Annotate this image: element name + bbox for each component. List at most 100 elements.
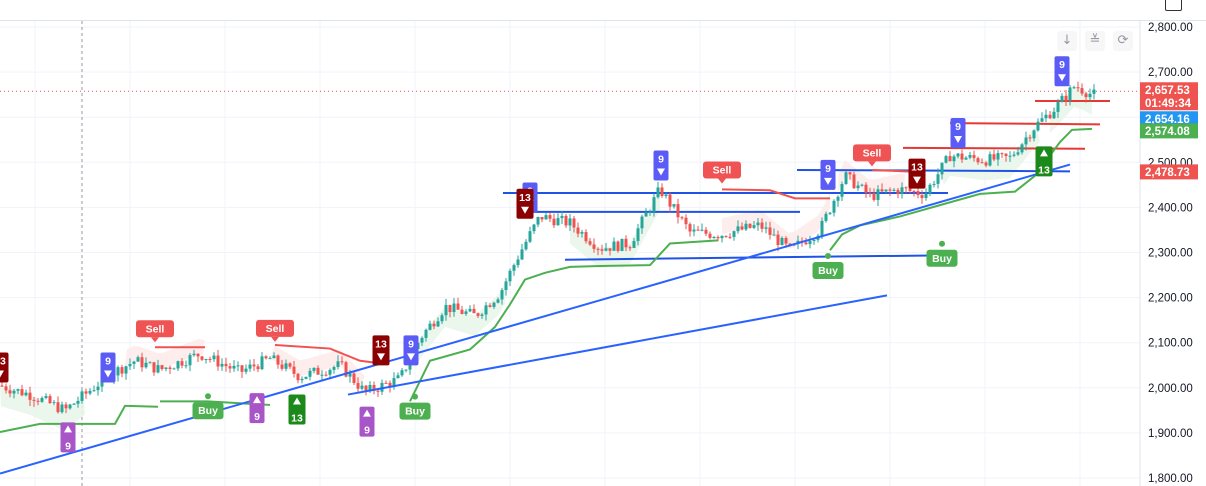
candle-body xyxy=(740,226,744,230)
marker-box xyxy=(249,393,265,424)
price-tag-box xyxy=(1140,111,1198,127)
candle-body xyxy=(144,362,148,368)
candle-body xyxy=(532,224,536,232)
candle-body xyxy=(128,363,132,367)
signal-box xyxy=(399,402,431,420)
horizontal-level xyxy=(564,254,953,261)
candle-body xyxy=(1028,137,1032,139)
candle-body xyxy=(484,305,488,315)
buy-signal: Buy xyxy=(399,393,431,420)
price-tag: 2,478.73 xyxy=(1140,164,1198,180)
candle-body xyxy=(772,234,776,236)
signal-box xyxy=(256,319,294,337)
candle-body xyxy=(908,188,912,192)
marker-count: 9 xyxy=(254,411,260,423)
candle-body xyxy=(368,384,372,391)
price-tag-text: 2,574.08 xyxy=(1145,126,1190,138)
signal-labels: Sell Sell Sell Sell Buy Buy Buy Buy xyxy=(136,144,958,420)
arrow-down-icon[interactable]: ↓ xyxy=(1057,31,1077,51)
price-tag-text: 2,654.16 xyxy=(1145,114,1190,126)
candle-body xyxy=(328,369,332,375)
candle-body xyxy=(1000,153,1004,155)
drawn-trendlines[interactable] xyxy=(0,163,1071,475)
candle-body xyxy=(1068,87,1072,101)
candle-body xyxy=(396,375,400,379)
marker-box xyxy=(908,158,926,189)
candle-body xyxy=(392,378,396,387)
marker-box xyxy=(100,352,116,383)
candle-body xyxy=(1080,88,1084,94)
candle-body xyxy=(360,385,364,389)
marker-count: 9 xyxy=(65,440,71,452)
candle-body xyxy=(372,384,376,391)
signal-pointer xyxy=(718,178,726,184)
count-marker-9-down: 9 xyxy=(1054,56,1070,87)
candle-body xyxy=(436,321,440,327)
signal-text: Sell xyxy=(713,165,732,177)
reset-icon[interactable]: ⟳ xyxy=(1113,31,1133,51)
candle-body xyxy=(536,217,540,225)
candle-body xyxy=(840,184,844,197)
collapse-icon[interactable]: ≚ xyxy=(1085,31,1105,51)
signal-text: Buy xyxy=(932,253,952,265)
candle-body xyxy=(944,156,948,163)
candle-body xyxy=(464,311,468,314)
candle-body xyxy=(972,154,976,159)
candle-body xyxy=(644,212,648,217)
candle-body xyxy=(400,370,404,376)
candle-body xyxy=(756,222,760,226)
candle-body xyxy=(48,396,52,404)
marker-arrow xyxy=(954,135,962,143)
y-tick-label: 2,100.00 xyxy=(1148,338,1193,350)
candle-body xyxy=(448,304,452,313)
candle-body xyxy=(576,227,580,234)
marker-count: 9 xyxy=(955,121,961,133)
maximize-icon[interactable] xyxy=(1165,0,1182,11)
candle-body xyxy=(884,189,888,192)
candle-body xyxy=(312,367,316,371)
candle-body xyxy=(276,355,280,365)
marker-count: 13 xyxy=(375,338,387,350)
candle-body xyxy=(76,400,80,404)
candle-body xyxy=(652,197,656,212)
marker-arrow xyxy=(1040,149,1048,157)
signal-box xyxy=(853,144,891,162)
candle-body xyxy=(564,215,568,226)
candle-body xyxy=(116,367,120,376)
marker-count: 9 xyxy=(364,425,370,437)
candle-body xyxy=(160,365,164,370)
candle-body xyxy=(184,365,188,367)
count-marker-9-down: 9 xyxy=(403,335,419,366)
candle-body xyxy=(864,184,868,193)
support-stop-line xyxy=(160,400,271,406)
candle-body xyxy=(936,174,940,184)
candle-body xyxy=(1088,93,1092,98)
candle-body xyxy=(64,404,68,409)
candle-body xyxy=(988,154,992,166)
candle-body xyxy=(660,187,664,197)
price-chart[interactable]: Sell Sell Sell Sell Buy Buy Buy Buy 9 9 9 9 9 9 9 13 13… xyxy=(0,21,1206,486)
candle-body xyxy=(912,191,916,193)
candle-body xyxy=(1024,137,1028,145)
candle-body xyxy=(1004,153,1008,157)
candle-body xyxy=(1048,114,1052,119)
signal-pointer xyxy=(151,337,159,343)
candle-body xyxy=(232,365,236,369)
candle-body xyxy=(524,241,528,250)
candle-body xyxy=(560,215,564,219)
candle-body xyxy=(544,215,548,220)
marker-arrow xyxy=(64,425,72,433)
trendline[interactable] xyxy=(0,163,1071,475)
trendline[interactable] xyxy=(347,294,888,396)
candle-body xyxy=(1072,87,1076,89)
count-marker-13-down: 13 xyxy=(372,335,390,366)
candle-body xyxy=(744,223,748,230)
candle-body xyxy=(920,195,924,199)
candle-body xyxy=(568,218,572,226)
candle-body xyxy=(456,303,460,310)
candle-body xyxy=(596,248,600,250)
candle-body xyxy=(624,238,628,248)
trend-cloud-band xyxy=(838,160,905,196)
candle-body xyxy=(676,204,680,218)
